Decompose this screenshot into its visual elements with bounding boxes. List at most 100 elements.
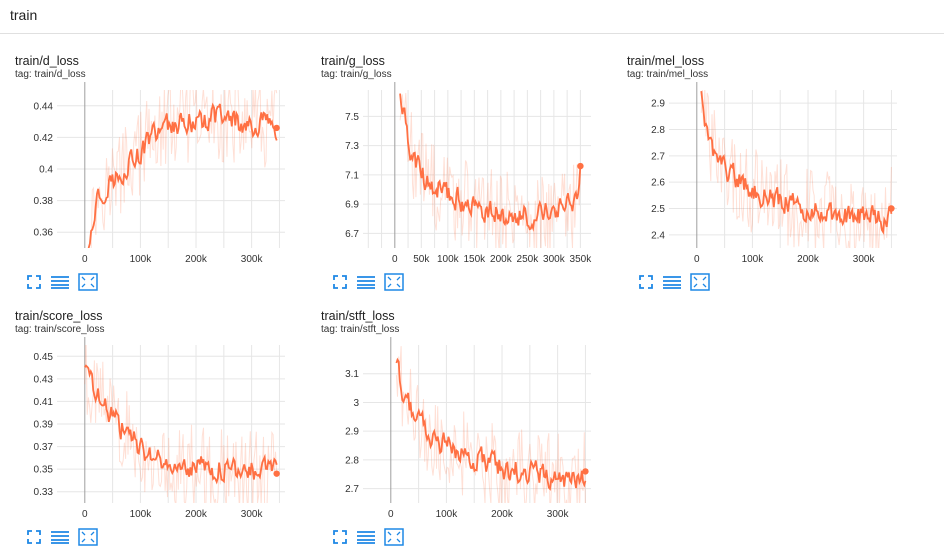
fit-domain-icon (78, 273, 98, 291)
y-tick-label: 2.9 (345, 427, 359, 438)
toggle-log-scale-button[interactable] (661, 272, 683, 292)
x-tick-label: 150k (464, 254, 487, 265)
chart-card-g-loss: train/g_loss tag: train/g_loss 6.7 6.9 7.1… (321, 54, 621, 291)
series-raw-line (395, 346, 586, 503)
chart-card-score-loss: train/score_loss tag: train/score_loss 0… (15, 309, 315, 546)
chart-card-stft-loss: train/stft_loss tag: train/stft_loss 2.7… (321, 309, 621, 546)
y-tick-label: 2.7 (345, 484, 359, 495)
series-smoothed-line[interactable] (399, 93, 582, 232)
toggle-log-scale-button[interactable] (355, 527, 377, 547)
y-tick-label: 2.4 (651, 230, 665, 241)
series-smoothed-line[interactable] (395, 357, 587, 491)
card-title: train/score_loss (15, 309, 103, 323)
x-tick-label: 0 (82, 254, 88, 265)
y-tick-label: 0.38 (34, 196, 54, 207)
x-tick-label: 100k (436, 509, 459, 520)
fullscreen-icon (333, 530, 347, 544)
toggle-log-scale-button[interactable] (355, 272, 377, 292)
y-tick-label: 2.8 (651, 125, 665, 136)
x-tick-label: 200k (185, 254, 208, 265)
x-tick-label: 350k (570, 254, 593, 265)
x-tick-label: 0 (82, 509, 88, 520)
y-tick-label: 2.7 (651, 151, 665, 162)
card-tag: tag: train/mel_loss (627, 69, 709, 80)
x-tick-label: 300k (853, 254, 876, 265)
x-tick-label: 200k (797, 254, 820, 265)
line-chart[interactable]: 0.36 0.38 0.4 0.42 0.44 0 100k 200k 300k (15, 80, 300, 270)
y-tick-label: 7.1 (345, 170, 359, 181)
y-tick-label: 0.44 (34, 101, 54, 112)
fit-domain-button[interactable] (689, 272, 711, 292)
toggle-log-icon (357, 531, 375, 544)
toggle-log-icon (663, 276, 681, 289)
last-value-point[interactable] (888, 205, 895, 212)
x-tick-label: 200k (491, 509, 514, 520)
last-value-point[interactable] (273, 470, 280, 477)
card-tag: tag: train/g_loss (321, 69, 392, 80)
y-tick-label: 6.9 (345, 200, 359, 211)
toggle-log-icon (51, 531, 69, 544)
y-tick-label: 0.33 (34, 487, 54, 498)
toggle-log-scale-button[interactable] (49, 527, 71, 547)
fullscreen-button[interactable] (23, 527, 45, 547)
x-tick-label: 0 (392, 254, 398, 265)
line-chart[interactable]: 0.33 0.35 0.37 0.39 0.41 0.43 0.45 0 100k 200k 300… (15, 335, 300, 525)
y-tick-label: 2.5 (651, 204, 665, 215)
x-tick-label: 200k (185, 509, 208, 520)
fullscreen-icon (333, 275, 347, 289)
y-tick-label: 7.3 (345, 141, 359, 152)
fit-domain-button[interactable] (383, 272, 405, 292)
y-tick-label: 0.45 (34, 352, 54, 363)
fullscreen-icon (639, 275, 653, 289)
fullscreen-icon (27, 530, 41, 544)
y-tick-label: 2.6 (651, 178, 665, 189)
series-raw-line (700, 90, 892, 248)
fit-domain-button[interactable] (383, 527, 405, 547)
x-tick-label: 250k (517, 254, 540, 265)
fullscreen-button[interactable] (329, 527, 351, 547)
fit-domain-icon (690, 273, 710, 291)
chart-card-d-loss: train/d_loss tag: train/d_loss 0.36 0.38 0… (15, 54, 315, 291)
x-tick-label: 100k (130, 254, 153, 265)
x-tick-label: 0 (694, 254, 700, 265)
last-value-point[interactable] (582, 468, 589, 475)
y-tick-label: 0.36 (34, 228, 54, 239)
last-value-point[interactable] (577, 162, 584, 170)
section-title[interactable]: train (10, 7, 38, 23)
card-tag: tag: train/stft_loss (321, 324, 400, 335)
line-chart[interactable]: 2.4 2.5 2.6 2.7 2.8 2.9 0 100k 200k 300k (627, 80, 912, 270)
line-chart[interactable]: 2.7 2.8 2.9 3 3.1 0 100k 200k 300k (321, 335, 606, 525)
fit-domain-icon (384, 528, 404, 546)
fit-domain-button[interactable] (77, 527, 99, 547)
x-tick-label: 100k (437, 254, 460, 265)
card-tag: tag: train/score_loss (15, 324, 105, 335)
x-tick-label: 200k (490, 254, 513, 265)
card-title: train/stft_loss (321, 309, 395, 323)
fit-domain-icon (78, 528, 98, 546)
last-value-point[interactable] (273, 124, 280, 132)
x-tick-label: 300k (547, 509, 570, 520)
x-tick-label: 300k (241, 509, 264, 520)
y-tick-label: 6.7 (345, 229, 359, 240)
y-tick-label: 3 (353, 398, 359, 409)
section-header: train (0, 0, 944, 34)
series-smoothed-line[interactable] (700, 91, 893, 235)
toggle-log-icon (51, 276, 69, 289)
fullscreen-button[interactable] (635, 272, 657, 292)
fullscreen-button[interactable] (23, 272, 45, 292)
fullscreen-button[interactable] (329, 272, 351, 292)
y-tick-label: 3.1 (345, 369, 359, 380)
series-smoothed-line[interactable] (87, 102, 278, 254)
fit-domain-button[interactable] (77, 272, 99, 292)
x-tick-label: 50k (413, 254, 430, 265)
x-tick-label: 300k (543, 254, 566, 265)
series-smoothed-line[interactable] (84, 364, 278, 485)
x-tick-label: 100k (742, 254, 765, 265)
line-chart[interactable]: 6.7 6.9 7.1 7.3 7.5 0 50k 100k 150k 200k 250k 300k 3… (321, 80, 606, 270)
card-title: train/g_loss (321, 54, 385, 68)
card-title: train/d_loss (15, 54, 79, 68)
toggle-log-scale-button[interactable] (49, 272, 71, 292)
y-tick-label: 0.4 (39, 165, 53, 176)
y-tick-label: 7.5 (345, 112, 359, 123)
x-tick-label: 300k (241, 254, 264, 265)
